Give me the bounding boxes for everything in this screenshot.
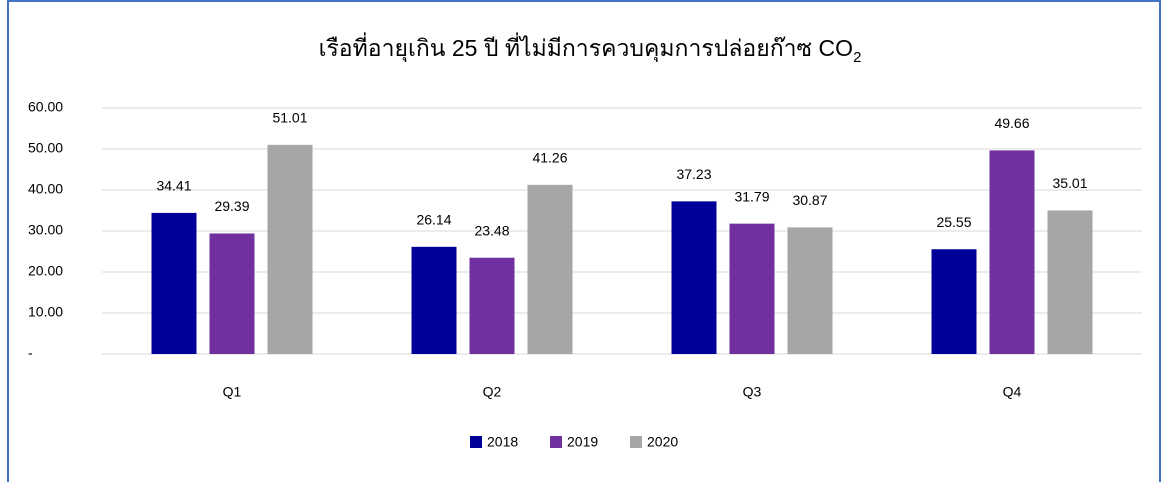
x-tick-label: Q1 xyxy=(223,384,242,400)
y-tick-label: 40.00 xyxy=(28,181,63,197)
legend-label: 2018 xyxy=(487,434,518,450)
bar xyxy=(787,227,833,354)
legend-swatch xyxy=(470,436,482,448)
legend-swatch xyxy=(550,436,562,448)
value-label: 29.39 xyxy=(214,198,249,214)
x-tick-label: Q2 xyxy=(483,384,502,400)
value-label: 25.55 xyxy=(936,214,971,230)
title-main: เรือที่อายุเกิน 25 ปี ที่ไม่มีการควบคุมก… xyxy=(319,32,853,62)
legend-label: 2020 xyxy=(647,434,678,450)
x-tick-label: Q4 xyxy=(1003,384,1022,400)
bar xyxy=(267,144,313,354)
value-label: 34.41 xyxy=(156,178,191,194)
title-subscript: 2 xyxy=(853,49,861,66)
value-label: 49.66 xyxy=(994,115,1029,131)
y-tick-label: 20.00 xyxy=(28,263,63,279)
value-label: 51.01 xyxy=(272,110,307,126)
legend-swatch xyxy=(630,436,642,448)
y-tick-label: 30.00 xyxy=(28,222,63,238)
value-label: 41.26 xyxy=(532,150,567,166)
legend-label: 2019 xyxy=(567,434,598,450)
y-tick-label: 60.00 xyxy=(28,99,63,115)
bar xyxy=(989,150,1035,354)
x-tick-label: Q3 xyxy=(743,384,762,400)
value-label: 30.87 xyxy=(792,192,827,208)
y-tick-label: - xyxy=(28,345,33,361)
bar xyxy=(729,223,775,354)
value-label: 31.79 xyxy=(734,188,769,204)
chart-title: เรือที่อายุเกิน 25 ปี ที่ไม่มีการควบคุมก… xyxy=(319,32,862,66)
value-label: 26.14 xyxy=(416,212,451,228)
chart-frame xyxy=(7,0,1161,482)
y-tick-label: 10.00 xyxy=(28,304,63,320)
bar xyxy=(209,233,255,354)
bar xyxy=(469,257,515,354)
value-label: 35.01 xyxy=(1052,175,1087,191)
y-tick-label: 50.00 xyxy=(28,140,63,156)
bar xyxy=(1047,210,1093,354)
bar xyxy=(527,184,573,354)
value-label: 23.48 xyxy=(474,222,509,238)
bar xyxy=(151,212,197,354)
value-label: 37.23 xyxy=(676,166,711,182)
bar xyxy=(411,246,457,354)
bar xyxy=(931,249,977,354)
bar xyxy=(671,201,717,354)
